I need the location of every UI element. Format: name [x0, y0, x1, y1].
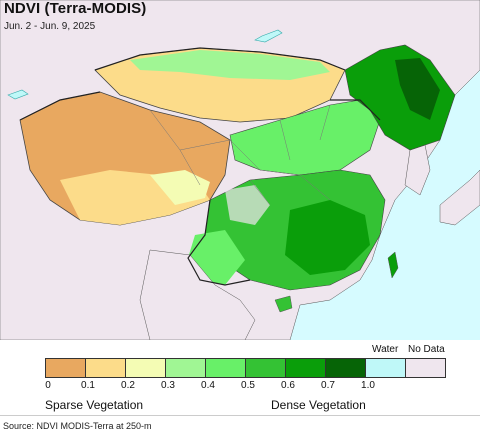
legend-swatch-4	[205, 358, 246, 378]
legend-swatch-6	[285, 358, 326, 378]
japan-islands	[439, 169, 480, 226]
legend-tick-8: 1.0	[361, 380, 375, 391]
legend-tick-3: 0.3	[161, 380, 175, 391]
taiwan	[387, 251, 399, 279]
sparse-vegetation-label: Sparse Vegetation	[45, 398, 144, 412]
hainan	[274, 295, 293, 313]
legend-swatch-8	[365, 358, 406, 378]
legend-tick-7: 0.7	[321, 380, 335, 391]
source-note: Source: NDVI MODIS-Terra at 250-m	[0, 415, 480, 435]
legend-swatch-1	[85, 358, 126, 378]
legend-swatch-9	[405, 358, 446, 378]
lake-baikal	[254, 29, 283, 43]
dense-vegetation-label: Dense Vegetation	[271, 398, 366, 412]
map-subtitle: Jun. 2 - Jun. 9, 2025	[4, 21, 96, 32]
legend-tick-2: 0.2	[121, 380, 135, 391]
no-data-label: No Data	[408, 344, 445, 355]
map-title: NDVI (Terra-MODIS)	[4, 0, 147, 17]
legend: Water No Data 0 0.1 0.2 0.3 0.4 0.5 0.6 0.7 1.0 …	[0, 340, 480, 415]
legend-swatch-3	[165, 358, 206, 378]
indochina-land	[139, 249, 256, 340]
legend-swatch-7	[325, 358, 366, 378]
ndvi-map: NDVI (Terra-MODIS) Jun. 2 - Jun. 9, 2025	[0, 0, 480, 340]
legend-swatch-0	[45, 358, 86, 378]
legend-tick-5: 0.5	[241, 380, 255, 391]
legend-swatch-5	[245, 358, 286, 378]
north-china-green	[229, 99, 381, 176]
lake-balkhash	[7, 89, 29, 100]
mongolia-north-green	[130, 50, 330, 80]
water-label: Water	[372, 344, 399, 355]
province-lines	[149, 104, 331, 206]
legend-swatch-2	[125, 358, 166, 378]
south-china-dense	[285, 200, 370, 275]
northeast-dense	[395, 58, 440, 120]
map-canvas	[0, 0, 480, 340]
international-border	[19, 47, 381, 286]
legend-tick-4: 0.4	[201, 380, 215, 391]
legend-tick-1: 0.1	[81, 380, 95, 391]
legend-tick-0: 0	[45, 380, 51, 391]
legend-tick-6: 0.6	[281, 380, 295, 391]
tibet-sparse-green	[150, 170, 210, 205]
sichuan-basin-mixed	[225, 185, 270, 225]
